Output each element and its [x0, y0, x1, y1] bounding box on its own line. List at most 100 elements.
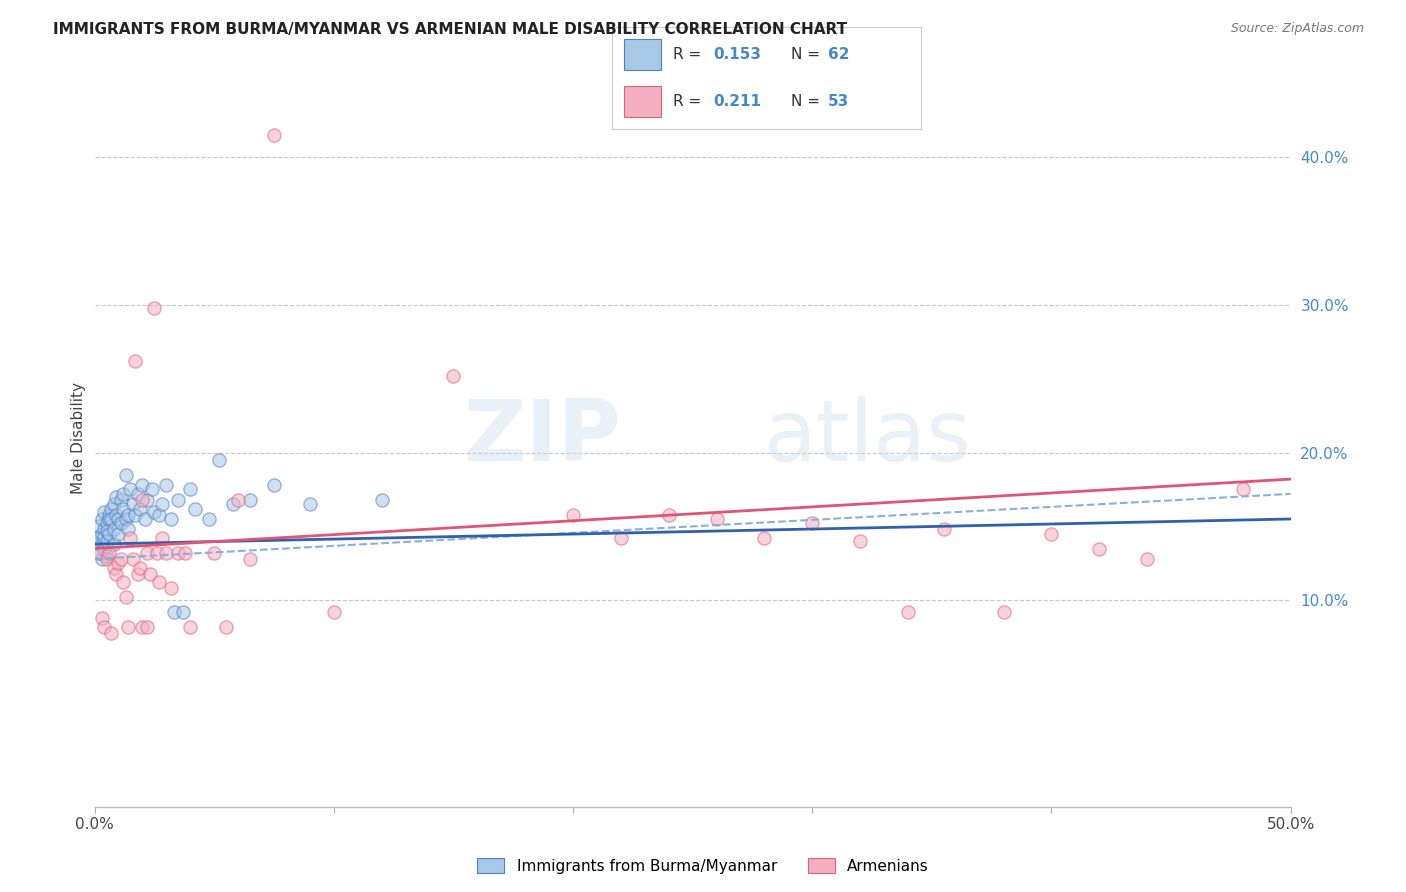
Text: ZIP: ZIP [463, 396, 621, 479]
Point [100, 625, 122, 640]
Point [129, 560, 152, 574]
Point [103, 537, 125, 551]
Point [112, 501, 135, 516]
Point [215, 620, 238, 634]
Point [96, 549, 118, 563]
Point [136, 546, 159, 560]
Point [114, 467, 136, 482]
Point [162, 605, 184, 619]
Point [263, 128, 285, 142]
Point [103, 497, 125, 511]
Point [160, 512, 183, 526]
Point [90, 512, 112, 526]
Point [134, 512, 156, 526]
Point [131, 478, 153, 492]
Point [96, 516, 118, 531]
Point [167, 546, 190, 560]
Point [658, 508, 681, 522]
Point [174, 546, 197, 560]
Legend: Immigrants from Burma/Myanmar, Armenians: Immigrants from Burma/Myanmar, Armenians [471, 852, 935, 880]
Point [239, 552, 262, 566]
Point [89, 519, 111, 533]
Point [89, 546, 111, 560]
Point [202, 546, 225, 560]
Text: N =: N = [792, 47, 825, 62]
Point [179, 483, 201, 497]
Text: IMMIGRANTS FROM BURMA/MYANMAR VS ARMENIAN MALE DISABILITY CORRELATION CHART: IMMIGRANTS FROM BURMA/MYANMAR VS ARMENIA… [53, 22, 848, 37]
Point [90, 526, 112, 541]
Point [114, 591, 136, 605]
Point [155, 546, 177, 560]
Point [127, 566, 149, 581]
Point [93, 522, 115, 536]
Point [90, 552, 112, 566]
Point [117, 508, 139, 522]
Point [107, 526, 129, 541]
Point [97, 526, 120, 541]
Point [97, 546, 120, 560]
Point [121, 497, 143, 511]
Text: Source: ZipAtlas.com: Source: ZipAtlas.com [1230, 22, 1364, 36]
Point [96, 552, 118, 566]
Point [208, 453, 231, 467]
Point [90, 611, 112, 625]
Point [117, 620, 139, 634]
Point [1040, 526, 1063, 541]
Point [222, 497, 245, 511]
Point [131, 620, 153, 634]
Point [97, 512, 120, 526]
Point [441, 368, 464, 383]
Point [90, 537, 112, 551]
FancyBboxPatch shape [624, 39, 661, 70]
Point [167, 492, 190, 507]
Point [93, 505, 115, 519]
Point [93, 541, 115, 556]
Point [148, 508, 170, 522]
Point [298, 497, 321, 511]
Point [145, 546, 167, 560]
Point [112, 487, 135, 501]
Point [562, 508, 585, 522]
Point [1232, 483, 1254, 497]
Point [198, 512, 221, 526]
Point [172, 605, 194, 619]
Point [179, 620, 201, 634]
Point [107, 556, 129, 570]
Point [121, 552, 143, 566]
Point [89, 546, 111, 560]
Point [136, 492, 159, 507]
Point [124, 354, 146, 368]
Point [110, 516, 132, 531]
Text: 53: 53 [828, 95, 849, 109]
Point [143, 301, 166, 315]
Y-axis label: Male Disability: Male Disability [72, 382, 86, 494]
Text: R =: R = [673, 95, 707, 109]
Point [93, 620, 115, 634]
Text: atlas: atlas [765, 396, 973, 479]
Point [1088, 541, 1111, 556]
Point [86, 531, 108, 545]
Point [184, 501, 207, 516]
Text: 0.153: 0.153 [714, 47, 762, 62]
Point [150, 497, 173, 511]
Point [105, 490, 128, 504]
Point [706, 512, 728, 526]
Point [263, 478, 285, 492]
Point [129, 501, 152, 516]
Point [112, 575, 135, 590]
Point [110, 492, 132, 507]
Point [801, 516, 824, 531]
Point [131, 492, 153, 507]
Point [96, 524, 118, 538]
Point [127, 487, 149, 501]
Point [105, 566, 128, 581]
Point [150, 531, 173, 545]
Point [138, 566, 160, 581]
Point [107, 512, 129, 526]
Point [96, 534, 118, 549]
Point [86, 537, 108, 551]
Point [105, 508, 128, 522]
Point [993, 605, 1015, 619]
Text: 62: 62 [828, 47, 849, 62]
FancyBboxPatch shape [624, 87, 661, 117]
